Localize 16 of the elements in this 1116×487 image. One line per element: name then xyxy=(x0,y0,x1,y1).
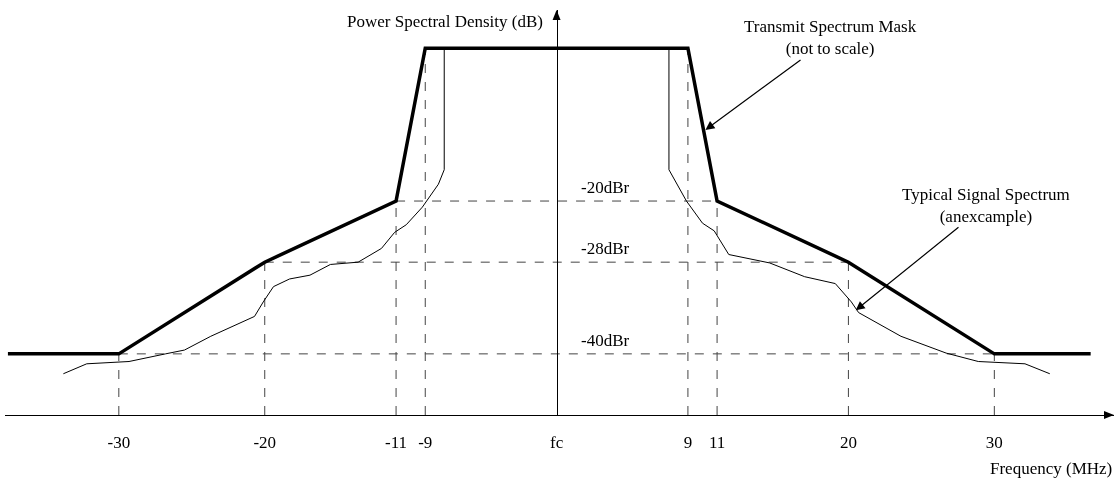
x-axis-title: Frequency (MHz) xyxy=(990,459,1113,478)
x-tick-label: -30 xyxy=(107,433,131,453)
x-tick-label: 9 xyxy=(683,433,693,453)
ref-line-label: -20dBr xyxy=(581,178,630,197)
ref-line-label: -28dBr xyxy=(581,239,630,258)
x-tick-label: fc xyxy=(549,433,564,453)
x-tick-label: 20 xyxy=(839,433,857,453)
x-tick-label: -11 xyxy=(385,433,408,453)
ref-line-label: -40dBr xyxy=(581,331,630,350)
x-tick-label: -20 xyxy=(253,433,277,453)
x-tick-label: 11 xyxy=(708,433,726,453)
y-axis-title: Power Spectral Density (dB) xyxy=(347,12,543,31)
x-tick-label: 30 xyxy=(985,433,1003,453)
x-tick-label: -9 xyxy=(418,433,433,453)
annotation: Transmit Spectrum Mask (not to scale) xyxy=(744,17,917,59)
annotation: Typical Signal Spectrum (anexcample) xyxy=(902,185,1070,227)
